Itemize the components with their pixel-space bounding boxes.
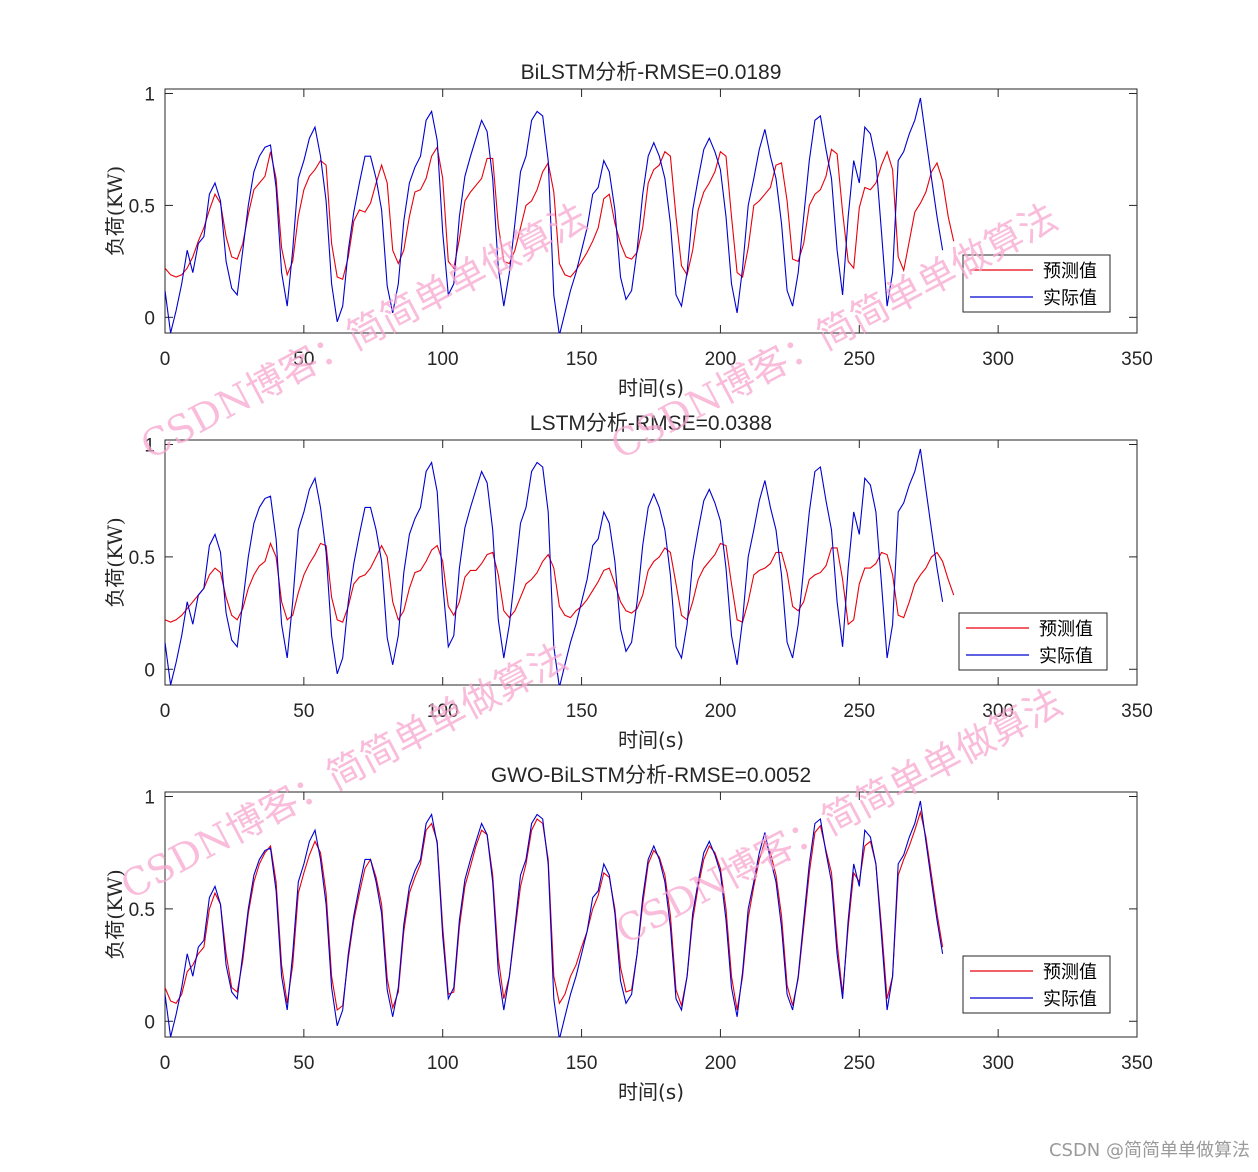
series-line-actual: [165, 800, 944, 1037]
chart-title: BiLSTM分析-RMSE=0.0189: [521, 61, 782, 84]
x-axis-label: 时间(s): [618, 1080, 684, 1104]
y-axis-label: 负荷(KW): [103, 166, 127, 256]
x-tick-label: 300: [982, 701, 1014, 722]
legend-box: [962, 254, 1111, 313]
chart-title: GWO-BiLSTM分析-RMSE=0.0052: [491, 764, 811, 787]
x-tick-label: 50: [293, 1053, 314, 1074]
x-tick-label: 300: [982, 349, 1014, 370]
x-tick-label: 0: [160, 1053, 171, 1074]
x-tick-label: 150: [566, 349, 598, 370]
series-line-predicted: [165, 541, 955, 626]
x-tick-label: 350: [1121, 349, 1153, 370]
legend-label: 预测值: [1039, 619, 1093, 640]
x-axis-label: 时间(s): [618, 728, 684, 752]
chart-title: LSTM分析-RMSE=0.0388: [530, 412, 772, 435]
x-tick-label: 100: [427, 349, 459, 370]
x-tick-label: 250: [843, 1053, 875, 1074]
series-line-predicted: [165, 810, 944, 1012]
y-tick-label: 0: [144, 1012, 155, 1033]
legend-box: [958, 612, 1108, 671]
x-axis-label: 时间(s): [618, 376, 684, 400]
credit-text: CSDN @简简单单做算法: [1048, 1140, 1250, 1161]
x-tick-label: 350: [1121, 1053, 1153, 1074]
y-tick-label: 1: [144, 435, 155, 456]
legend-label: 实际值: [1039, 646, 1093, 667]
legend-label: 预测值: [1043, 962, 1097, 983]
y-axis-label: 负荷(KW): [103, 517, 127, 607]
subplot-3: 0 50 100 150 200 250 300 350 0 0.5 1 GWO-BiLSTM分析-R…: [103, 764, 1153, 1104]
x-tick-label: 200: [705, 1053, 737, 1074]
x-tick-label: 150: [566, 1053, 598, 1074]
legend-box: [962, 955, 1111, 1014]
series-line-actual: [165, 97, 944, 333]
x-tick-label: 150: [566, 701, 598, 722]
x-tick-label: 100: [427, 1053, 459, 1074]
series-line-predicted: [165, 145, 955, 281]
y-axis-label: 负荷(KW): [103, 869, 127, 959]
y-tick-label: 1: [144, 84, 155, 105]
x-tick-label: 250: [843, 349, 875, 370]
x-tick-label: 0: [160, 701, 171, 722]
legend-label: 预测值: [1043, 261, 1097, 282]
y-tick-label: 0: [144, 308, 155, 329]
y-tick-label: 0.5: [129, 196, 155, 217]
x-tick-label: 50: [293, 349, 314, 370]
y-tick-label: 0.5: [129, 548, 155, 569]
legend-label: 实际值: [1043, 989, 1097, 1010]
x-tick-label: 100: [427, 701, 459, 722]
y-tick-label: 0: [144, 660, 155, 681]
x-tick-label: 50: [293, 701, 314, 722]
plots-layer: 0 50 100 150 200 250 300 35000.51BiLSTM分析-RMSE=…: [103, 61, 1153, 1104]
y-tick-label: 1: [144, 787, 155, 808]
x-tick-label: 300: [982, 1053, 1014, 1074]
subplot-1: 0 50 100 150 200 250 300 350 0 0.5 1 BiLSTM分析-RMSE=…: [103, 61, 1153, 400]
x-tick-label: 200: [705, 349, 737, 370]
x-tick-label: 350: [1121, 701, 1153, 722]
series-line-actual: [165, 448, 944, 685]
legend-label: 实际值: [1043, 288, 1097, 309]
y-tick-label: 0.5: [129, 900, 155, 921]
subplot-2: 0 50 100 150 200 250 300 350 0 0.5 1 LSTM分析-RMSE=0.…: [103, 412, 1153, 752]
x-tick-label: 250: [843, 701, 875, 722]
x-tick-label: 0: [160, 349, 171, 370]
x-tick-label: 200: [705, 701, 737, 722]
